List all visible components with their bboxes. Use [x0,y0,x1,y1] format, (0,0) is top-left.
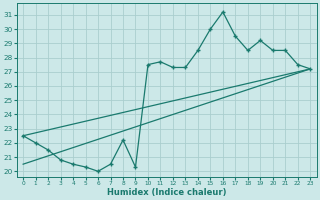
X-axis label: Humidex (Indice chaleur): Humidex (Indice chaleur) [107,188,227,197]
